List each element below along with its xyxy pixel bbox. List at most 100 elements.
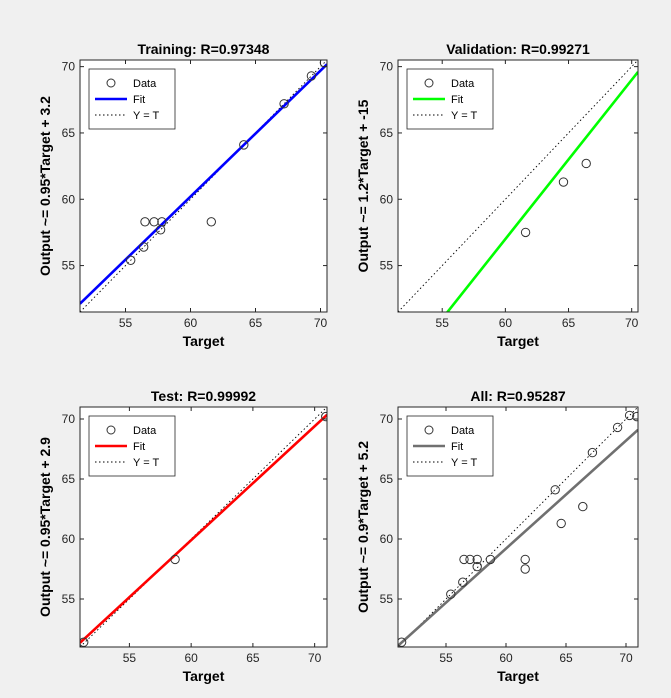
data-point — [321, 411, 327, 422]
x-tick-label: 70 — [619, 651, 633, 665]
subplot-4: 55 60 65 70 55 60 65 70 All: R=0.95287 Target Outp… — [355, 388, 639, 684]
x-tick-label: 55 — [439, 651, 453, 665]
data-point — [459, 554, 469, 565]
y-tick-label: 70 — [380, 60, 394, 74]
x-tick-label: 60 — [499, 316, 513, 330]
y-tick-label: 55 — [380, 592, 394, 606]
x-axis-label: Target — [497, 668, 539, 684]
y-tick-label: 70 — [62, 60, 76, 74]
x-tick-label: 65 — [562, 316, 576, 330]
subplot-title: Validation: R=0.99271 — [446, 41, 590, 57]
subplot-title: Training: R=0.97348 — [138, 41, 270, 57]
legend-label: Fit — [451, 441, 463, 453]
legend: Data Fit Y = T — [88, 415, 176, 477]
axes-frame — [79, 406, 328, 648]
data-point — [612, 422, 623, 433]
axes-frame — [397, 406, 639, 648]
x-tick-label: 65 — [246, 651, 260, 665]
legend-label: Y = T — [133, 457, 159, 469]
y-axis-label: Output ~= 0.9*Target + 5.2 — [355, 441, 371, 613]
y-tick-label: 70 — [62, 412, 76, 426]
legend-label: Y = T — [451, 457, 477, 469]
data-point — [558, 177, 569, 187]
x-axis-label: Target — [183, 333, 225, 349]
x-tick-label: 55 — [436, 316, 450, 330]
legend-data-marker — [424, 425, 434, 435]
data-point — [520, 227, 531, 238]
x-tick-label: 70 — [314, 316, 328, 330]
data-point — [472, 554, 482, 565]
data-point — [306, 71, 317, 81]
y-axis-label: Output ~= 0.95*Target + 2.9 — [37, 437, 53, 617]
data-point — [624, 410, 635, 421]
x-tick-label: 60 — [499, 651, 513, 665]
legend-label: Y = T — [451, 110, 477, 122]
data-point — [157, 217, 167, 227]
y-axis-label: Output ~= 1.2*Target + -15 — [355, 99, 371, 272]
legend-data-marker — [106, 78, 116, 88]
subplot-1: 55 60 65 70 55 60 65 70 Training: R=0.97348 Targe… — [37, 41, 328, 349]
legend-label: Fit — [133, 441, 145, 453]
data-point — [139, 242, 149, 252]
axes-frame — [79, 59, 328, 313]
subplot-2: 55 60 65 70 55 60 65 70 Validation: R=0.99271 Tar… — [355, 41, 639, 349]
subplot-title: All: R=0.95287 — [470, 388, 566, 404]
x-tick-label: 55 — [123, 651, 137, 665]
data-point — [398, 637, 407, 647]
identity-line — [80, 60, 327, 312]
x-tick-label: 70 — [625, 316, 639, 330]
data-point — [446, 589, 456, 599]
legend: Data Fit Y = T — [88, 68, 176, 130]
y-tick-label: 60 — [62, 532, 76, 546]
y-tick-label: 65 — [62, 472, 76, 486]
data-point — [126, 255, 136, 265]
x-tick-label: 65 — [249, 316, 263, 330]
data-point — [550, 485, 560, 495]
fit-line — [80, 413, 327, 644]
data-point — [80, 637, 89, 647]
data-point — [578, 501, 588, 512]
data-point — [149, 217, 159, 227]
legend-label: Data — [451, 425, 475, 437]
x-axis-label: Target — [497, 333, 539, 349]
plot-contents — [80, 407, 327, 647]
x-axis-label: Target — [183, 668, 225, 684]
y-tick-label: 65 — [380, 472, 394, 486]
plot-contents — [398, 60, 638, 312]
y-tick-label: 55 — [380, 259, 394, 273]
legend-label: Fit — [133, 94, 145, 106]
legend-label: Data — [133, 425, 157, 437]
y-tick-label: 60 — [380, 532, 394, 546]
legend-label: Y = T — [133, 110, 159, 122]
data-point — [465, 554, 475, 565]
data-point — [170, 554, 180, 565]
data-point — [632, 411, 638, 422]
data-point — [520, 554, 530, 565]
data-point — [485, 554, 496, 565]
legend-data-marker — [424, 78, 434, 88]
data-point — [206, 217, 217, 227]
data-point — [279, 99, 289, 109]
y-tick-label: 55 — [62, 592, 76, 606]
x-tick-label: 70 — [308, 651, 322, 665]
legend-label: Data — [133, 78, 157, 90]
y-tick-label: 60 — [62, 192, 76, 206]
data-point — [239, 140, 249, 150]
x-tick-label: 60 — [184, 651, 198, 665]
fit-line — [80, 63, 327, 305]
data-point — [458, 577, 468, 587]
fit-line — [445, 71, 638, 312]
subplot-title: Test: R=0.99992 — [151, 388, 256, 404]
legend: Data Fit Y = T — [406, 68, 494, 130]
subplot-3: 55 60 65 70 55 60 65 70 Test: R=0.99992 Target Out… — [37, 388, 328, 684]
data-point — [140, 217, 150, 227]
y-tick-label: 55 — [62, 259, 76, 273]
x-tick-label: 60 — [184, 316, 198, 330]
legend-label: Data — [451, 78, 475, 90]
legend-data-marker — [106, 425, 116, 435]
identity-line — [398, 407, 638, 647]
plot-contents — [398, 407, 638, 647]
x-tick-label: 65 — [559, 651, 573, 665]
